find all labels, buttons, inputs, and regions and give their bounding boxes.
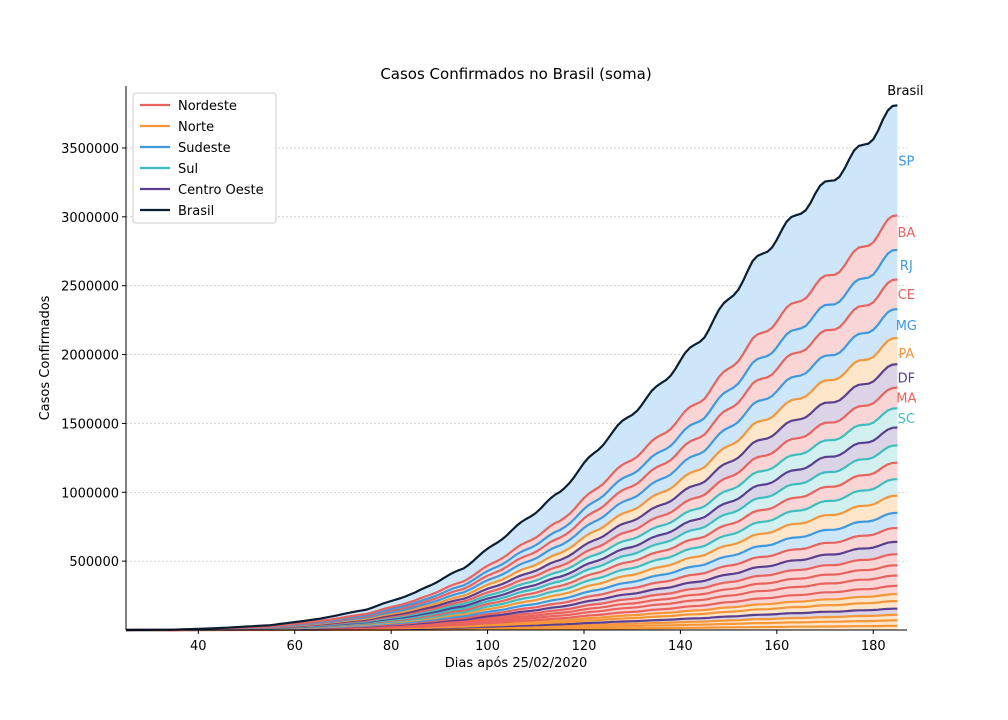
series-lines — [126, 104, 898, 632]
band-fill-ac — [126, 625, 898, 630]
end-label-sc: SC — [898, 412, 915, 427]
legend-label: Centro Oeste — [178, 183, 264, 198]
end-label-brasil: Brasil — [887, 84, 923, 99]
legend-label: Norte — [178, 120, 214, 135]
end-label-ce: CE — [898, 288, 915, 303]
x-tick-label: 120 — [572, 639, 597, 654]
series-line-sp — [126, 104, 898, 632]
legend-label: Sul — [178, 162, 198, 177]
y-tick-label: 3500000 — [61, 142, 119, 157]
end-label-sp: SP — [898, 154, 914, 169]
x-tick-label: 100 — [475, 639, 500, 654]
y-tick-label: 1500000 — [61, 417, 119, 432]
band-fill-ap — [126, 614, 898, 630]
x-tick-label: 60 — [286, 639, 303, 654]
end-label-rj: RJ — [900, 259, 913, 274]
end-label-df: DF — [898, 371, 916, 386]
end-label-pa: PA — [898, 347, 914, 362]
tick-labels: 500000 1000000 1500000 2000000 2500000 300000… — [61, 142, 886, 654]
legend-label: Brasil — [178, 204, 214, 219]
legend-label: Nordeste — [178, 99, 237, 114]
x-axis-title: Dias após 25/02/2020 — [445, 656, 588, 671]
end-label-mg: MG — [896, 319, 917, 334]
end-label-ba: BA — [897, 226, 915, 241]
x-tick-label: 40 — [190, 639, 207, 654]
legend-items: Nordeste Norte Sudeste Sul Centro Oeste Brasi… — [140, 99, 264, 219]
end-label-ma: MA — [896, 391, 916, 406]
y-axis-title: Casos Confirmados — [38, 295, 53, 420]
chart-title: Casos Confirmados no Brasil (soma) — [380, 65, 651, 83]
x-tick-label: 160 — [764, 639, 789, 654]
y-tick-label: 500000 — [69, 555, 119, 570]
legend-label: Sudeste — [178, 141, 231, 156]
y-tick-label: 1000000 — [61, 486, 119, 501]
y-tick-label: 2500000 — [61, 280, 119, 295]
end-labels: Brasil SP BA RJ CE MG PA DF MA SC — [887, 84, 923, 427]
legend: Nordeste Norte Sudeste Sul Centro Oeste Brasi… — [132, 92, 277, 224]
x-tick-label: 140 — [668, 639, 693, 654]
y-tick-label: 3000000 — [61, 211, 119, 226]
x-tick-label: 80 — [383, 639, 400, 654]
y-tick-label: 2000000 — [61, 349, 119, 364]
x-tick-label: 180 — [861, 639, 886, 654]
